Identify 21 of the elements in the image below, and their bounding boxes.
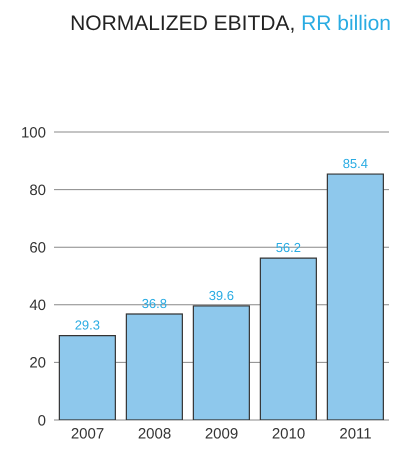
y-tick-label: 40: [29, 297, 46, 314]
x-tick-label: 2011: [339, 426, 372, 443]
x-tick-label: 2009: [204, 426, 238, 443]
bar: [58, 335, 116, 420]
y-tick-label: 100: [20, 124, 46, 142]
chart-title: NORMALIZED EBITDA,: [70, 12, 296, 35]
y-tick-label: 60: [29, 240, 46, 257]
y-tick-label: 80: [29, 182, 46, 199]
y-tick-label: 0: [38, 412, 46, 430]
x-tick-label: 2008: [138, 426, 172, 443]
bar: [260, 258, 317, 420]
data-label: 85.4: [342, 156, 368, 172]
x-tick-label: 2007: [70, 426, 104, 443]
y-tick-label: 20: [29, 354, 46, 372]
bar: [126, 313, 183, 420]
bar: [192, 305, 250, 420]
bar: [326, 173, 384, 420]
data-label: 29.3: [74, 318, 100, 333]
data-label: 39.6: [208, 288, 234, 303]
chart-subtitle: RR billion: [301, 12, 391, 35]
x-tick-label: 2010: [272, 426, 306, 443]
